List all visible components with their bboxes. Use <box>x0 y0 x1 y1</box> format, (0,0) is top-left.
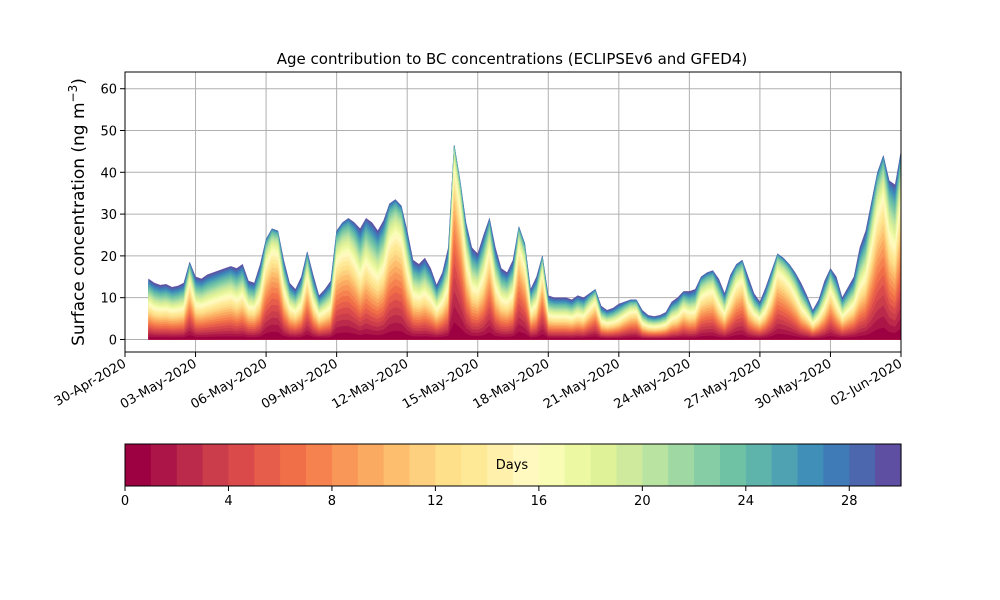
colorbar-swatch <box>719 444 747 486</box>
colorbar-swatch <box>331 444 359 486</box>
y-axis: 0 10 20 30 40 50 60 <box>100 83 125 348</box>
colorbar-tick-label: 4 <box>224 494 232 509</box>
colorbar-frame <box>124 443 902 487</box>
chart-title: Age contribution to BC concentrations (E… <box>277 50 748 68</box>
colorbar-tick-label: 12 <box>427 494 444 509</box>
colorbar-swatch <box>254 444 281 486</box>
colorbar-swatch <box>538 444 566 486</box>
colorbar-swatch <box>668 444 695 486</box>
x-tick-label: 30-Apr-2020 <box>52 356 129 409</box>
colorbar-swatch <box>435 444 462 486</box>
x-tick-label: 21-May-2020 <box>541 356 623 412</box>
plot-frame <box>124 71 902 353</box>
colorbar-swatch <box>228 444 255 486</box>
x-tick-label: 06-May-2020 <box>188 356 270 412</box>
colorbar-swatch <box>564 444 592 486</box>
colorbar-swatch <box>849 444 876 486</box>
stacked-areas <box>148 145 901 340</box>
y-tick-label: 20 <box>100 250 117 265</box>
colorbar-tick-label: 16 <box>531 494 548 509</box>
colorbar-tick-label: 8 <box>328 494 336 509</box>
colorbar-swatch <box>383 444 411 486</box>
x-tick-label: 02-Jun-2020 <box>828 356 905 409</box>
colorbar-tick-label: 0 <box>121 494 129 509</box>
colorbar-tick-label: 28 <box>841 494 858 509</box>
x-tick-label: 03-May-2020 <box>118 356 200 412</box>
colorbar-axis: 0 4 8 12 16 20 24 28 <box>121 486 858 509</box>
x-tick-label: 30-May-2020 <box>753 356 835 412</box>
x-tick-label: 12-May-2020 <box>330 356 412 412</box>
y-axis-label-close: ) <box>69 78 89 85</box>
age-layer-day-0 <box>148 322 901 340</box>
age-layer-day-1 <box>148 305 901 340</box>
y-tick-label: 50 <box>100 125 117 140</box>
colorbar-swatch <box>280 444 307 486</box>
colorbar-swatch <box>875 444 902 486</box>
colorbar-swatch <box>823 444 850 486</box>
x-tick-label: 09-May-2020 <box>259 356 341 412</box>
colorbar-tick-label: 20 <box>634 494 651 509</box>
y-tick-label: 10 <box>100 292 117 307</box>
x-tick-label: 15-May-2020 <box>400 356 482 412</box>
colorbar-swatch <box>745 444 773 486</box>
x-tick-label: 18-May-2020 <box>471 356 553 412</box>
colorbar-swatch <box>150 444 178 486</box>
x-tick-label: 24-May-2020 <box>612 356 694 412</box>
y-tick-label: 60 <box>100 83 117 98</box>
colorbar-swatch <box>694 444 721 486</box>
y-tick-label: 0 <box>109 333 117 348</box>
colorbar-swatch <box>590 444 618 486</box>
colorbar-swatch <box>125 444 152 486</box>
colorbar-swatch <box>461 444 488 486</box>
colorbar <box>125 444 902 486</box>
colorbar-tick-label: 24 <box>738 494 755 509</box>
colorbar-swatch <box>616 444 643 486</box>
y-axis-label: Surface concentration (ng m−3) <box>66 78 89 346</box>
colorbar-swatch <box>642 444 669 486</box>
x-axis: 30-Apr-202003-May-202006-May-202009-May-… <box>52 352 905 412</box>
y-tick-label: 40 <box>100 166 117 181</box>
x-tick-label: 27-May-2020 <box>682 356 764 412</box>
colorbar-swatch <box>306 444 333 486</box>
y-tick-label: 30 <box>100 208 117 223</box>
colorbar-swatch <box>797 444 824 486</box>
y-axis-label-superscript: −3 <box>66 85 80 103</box>
colorbar-swatch <box>176 444 204 486</box>
colorbar-label: Days <box>496 458 529 473</box>
colorbar-swatch <box>357 444 385 486</box>
colorbar-swatch <box>513 444 540 486</box>
colorbar-swatch <box>202 444 230 486</box>
colorbar-swatch <box>771 444 799 486</box>
colorbar-swatch <box>409 444 436 486</box>
colorbar-swatch <box>487 444 514 486</box>
